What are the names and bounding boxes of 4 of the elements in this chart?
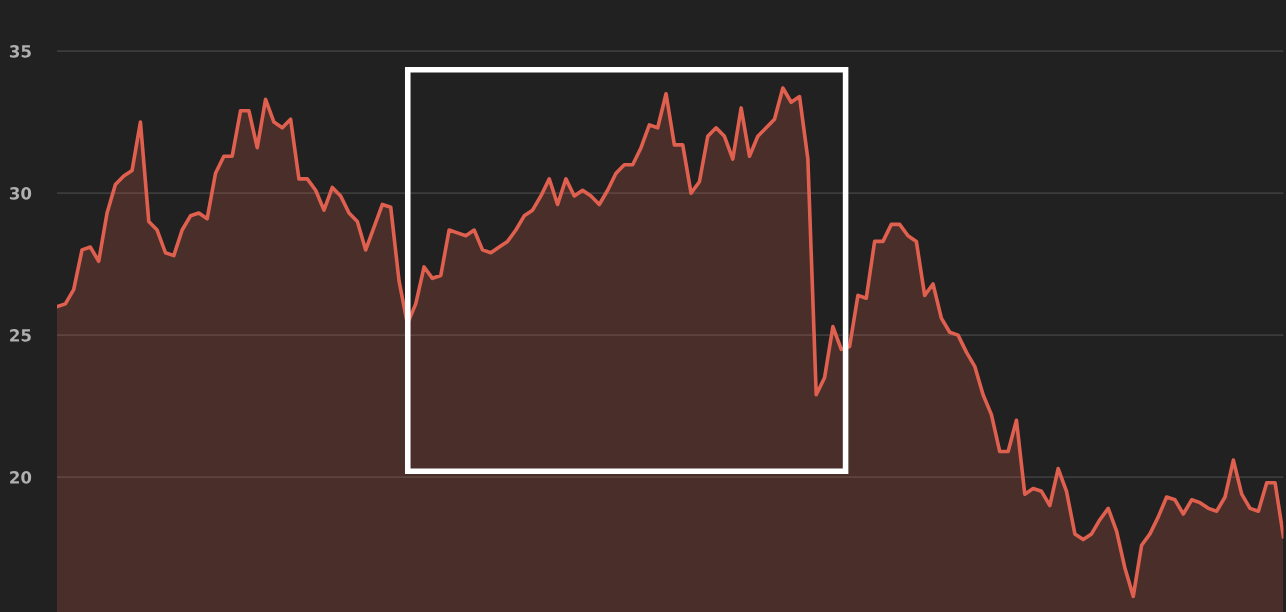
y-tick-label: 20 [10,471,32,484]
y-tick-label: 25 [10,329,31,342]
y-tick-label: 35 [9,45,31,58]
y-tick-label: 30 [9,187,32,200]
